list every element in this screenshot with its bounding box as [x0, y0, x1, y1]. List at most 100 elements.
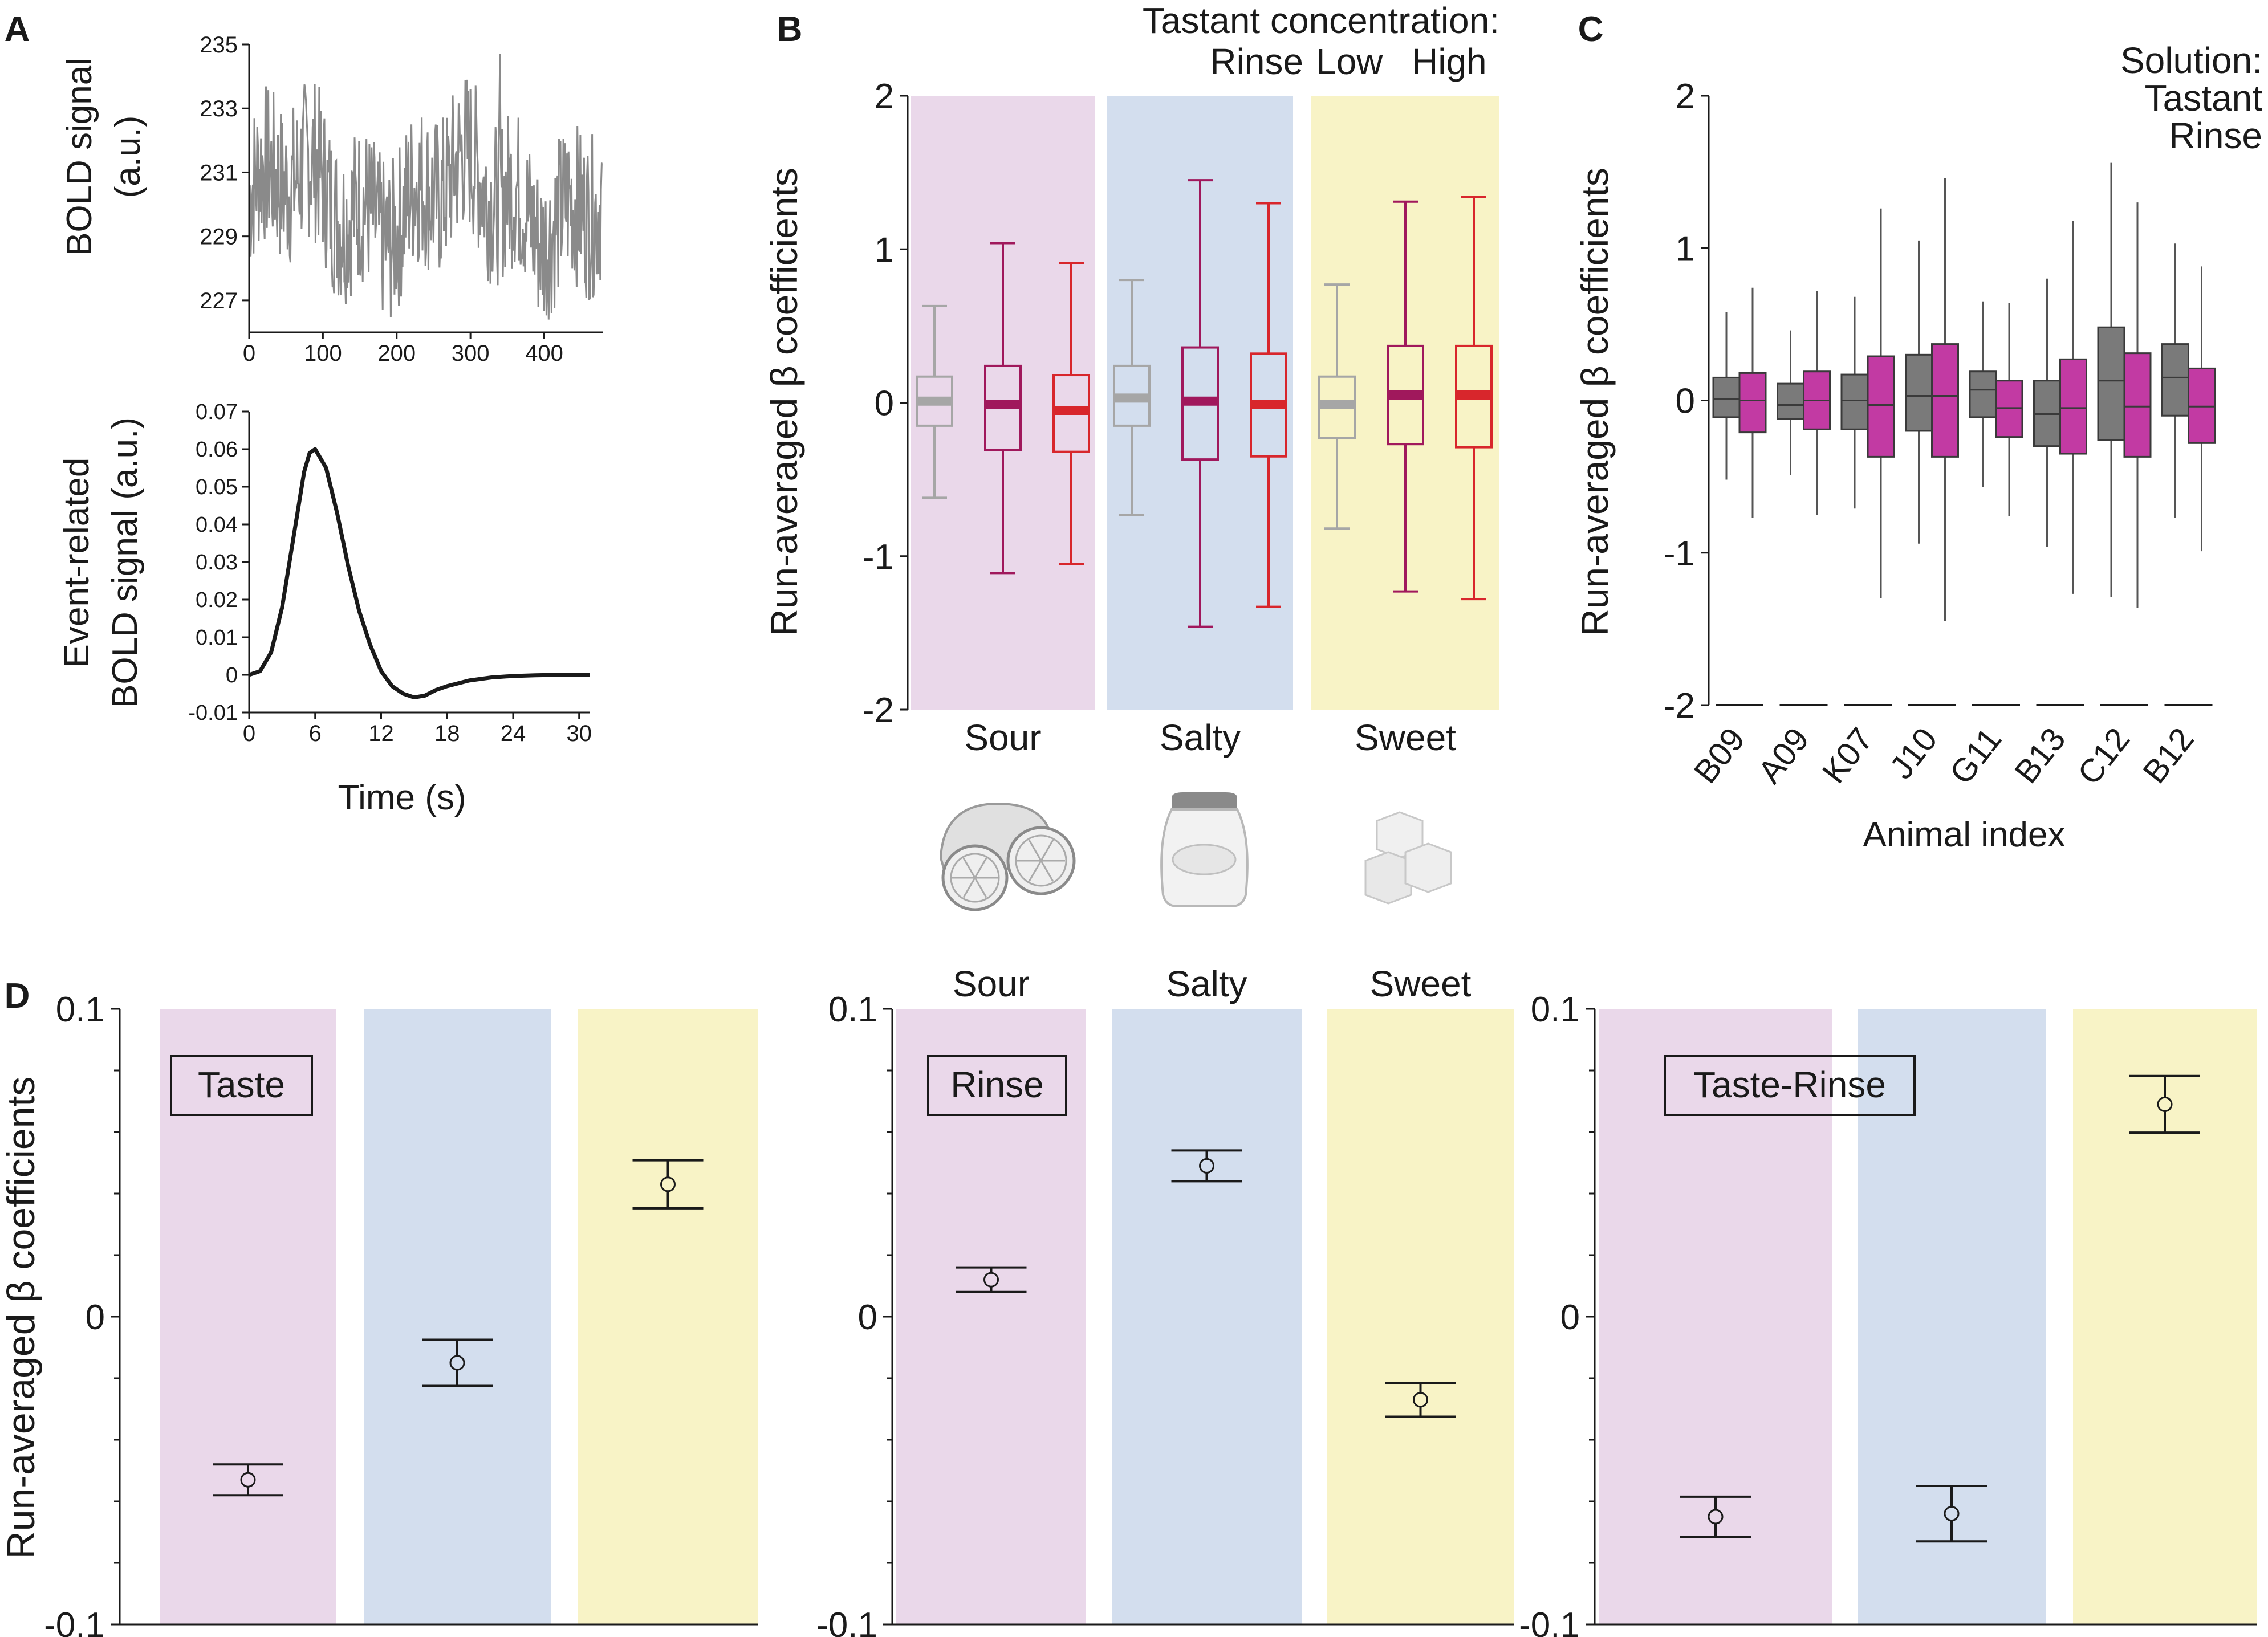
d3-ytick-label: 0: [1560, 1298, 1580, 1337]
iqr-box: [1777, 382, 1804, 420]
c-box-k07-rinse: [1840, 296, 1869, 509]
lemon-segment: [1040, 839, 1054, 861]
iqr-box: [2161, 343, 2189, 417]
c-ytick-label: -1: [1664, 534, 1695, 573]
iqr-box: [2097, 326, 2125, 441]
a-top-xtick-label: 0: [243, 341, 255, 366]
a-bot-xtick-label: 0: [243, 721, 255, 746]
hrf-curve: [248, 447, 590, 700]
panel-letter-d: D: [5, 976, 30, 1016]
lemon-slice-1-inner: [950, 853, 1000, 903]
mean-marker: [1708, 1509, 1724, 1525]
b-legend-low: Low: [1316, 41, 1383, 82]
c-box-j10-rinse: [1905, 240, 1933, 544]
b-legend-rinse: Rinse: [1210, 41, 1303, 82]
a-bot-ytick-label: 0: [226, 663, 238, 687]
c-box-b12-rinse: [2161, 243, 2189, 518]
a-bot-ytick-label: 0.01: [196, 626, 238, 650]
lemon-segment: [974, 877, 987, 898]
sugar-cubes-icon: [1364, 811, 1452, 905]
a-top-xtick-label: 400: [525, 341, 563, 366]
c-box-a09-rinse: [1777, 330, 1804, 475]
c-box-g11-rinse: [1969, 301, 1997, 487]
mean-marker: [1199, 1158, 1214, 1174]
salt-shaker-icon: [1160, 792, 1249, 907]
iqr-box: [1931, 343, 1959, 458]
c-ylabel: Run-averaged β coefficients: [1574, 168, 1616, 636]
a-top-xtick-label: 200: [377, 341, 416, 366]
lemon-segment: [1040, 860, 1054, 882]
c-box-k07-tastant: [1867, 208, 1895, 598]
iqr-box: [1905, 353, 1933, 432]
b-box-salty-rinse: [1113, 279, 1151, 516]
c-box-b13-tastant: [2059, 221, 2087, 594]
bold-trace: [248, 54, 603, 320]
lemon-segment: [962, 857, 976, 878]
lemon-icon: [939, 802, 1076, 911]
d2-errorbar-salty: [1171, 1149, 1242, 1183]
c-box-c12-tastant: [2123, 202, 2152, 608]
b-group-label-sour: Sour: [964, 717, 1041, 758]
b-ytick-label: 1: [875, 230, 894, 270]
d2-label-box: [927, 1055, 1067, 1116]
b-ylabel: Run-averaged β coefficients: [763, 168, 805, 636]
b-legend-high: High: [1412, 41, 1487, 82]
mean-marker: [2157, 1096, 2173, 1112]
d2-label: Rinse: [950, 1064, 1044, 1105]
a-top-ytick-label: 233: [200, 96, 238, 121]
mean-marker: [1944, 1506, 1960, 1522]
a-bot-ytick-label: 0.06: [196, 438, 238, 462]
c-category-label-b12: B12: [2136, 721, 2201, 790]
b-box-sweet-high: [1455, 196, 1493, 601]
a-top-ytick-label: 231: [200, 160, 238, 185]
iqr-box: [1840, 373, 1869, 430]
c-box-b12-tastant: [2188, 266, 2216, 552]
b-box-sweet-low: [1387, 200, 1424, 593]
shaker-salt: [1172, 844, 1237, 875]
c-ytick-label: 1: [1676, 229, 1695, 268]
d1-band-sweet: [578, 1009, 758, 1624]
b-group-label-sweet: Sweet: [1355, 717, 1456, 758]
a-top-ytick-label: 227: [200, 288, 238, 313]
d1-label-box: [170, 1055, 313, 1116]
b-legend-title: Tastant concentration:: [1143, 0, 1499, 41]
d2-band-sweet: [1327, 1009, 1514, 1624]
d1-band-sour: [160, 1009, 336, 1624]
mean-marker: [1413, 1392, 1428, 1408]
b-ytick-label: 2: [875, 77, 894, 116]
iqr-box: [1738, 372, 1767, 434]
d1-errorbar-salty: [422, 1338, 493, 1387]
panel-letter-b: B: [777, 10, 803, 49]
a-top-ytick-label: 235: [200, 32, 238, 58]
b-ytick-label: -2: [863, 691, 894, 730]
a-bot-xtick-label: 18: [434, 721, 460, 746]
d1-errorbar-sweet: [632, 1159, 704, 1210]
lemon-slice-2-inner: [1015, 834, 1067, 887]
d3-label-box: [1664, 1055, 1916, 1116]
c-box-j10-tastant: [1931, 178, 1959, 622]
d2-ytick-label: 0: [858, 1298, 877, 1337]
cube-left: [1364, 851, 1412, 905]
a-bot-ytick-label: 0.04: [196, 513, 238, 537]
panel-letter-c: C: [1578, 10, 1604, 49]
d3-errorbar-sweet: [2129, 1074, 2200, 1134]
d3-ytick-label: -0.1: [1519, 1606, 1580, 1637]
c-category-label-k07: K07: [1815, 721, 1880, 790]
b-group-label-salty: Salty: [1160, 717, 1241, 758]
a-top-ylabel-2: (a.u.): [108, 116, 148, 198]
a-bot-ytick-label: 0.07: [196, 400, 238, 424]
shaker-cap: [1172, 792, 1237, 809]
c-ytick-label: -2: [1664, 686, 1695, 726]
mean-marker: [449, 1355, 465, 1371]
c-ytick-label: 2: [1676, 77, 1695, 116]
d2-band-salty: [1112, 1009, 1302, 1624]
d1-ytick-label: 0: [86, 1298, 105, 1337]
d-ylabel: Run-averaged β coefficients: [0, 1077, 43, 1559]
b-box-sour-high: [1052, 262, 1090, 565]
c-box-c12-rinse: [2097, 162, 2125, 597]
b-box-sweet-rinse: [1318, 283, 1356, 530]
d2-ytick-label: -0.1: [816, 1606, 877, 1637]
a-bot-xlabel: Time (s): [338, 778, 466, 817]
iqr-box: [1969, 370, 1997, 418]
iqr-box: [1712, 376, 1741, 418]
